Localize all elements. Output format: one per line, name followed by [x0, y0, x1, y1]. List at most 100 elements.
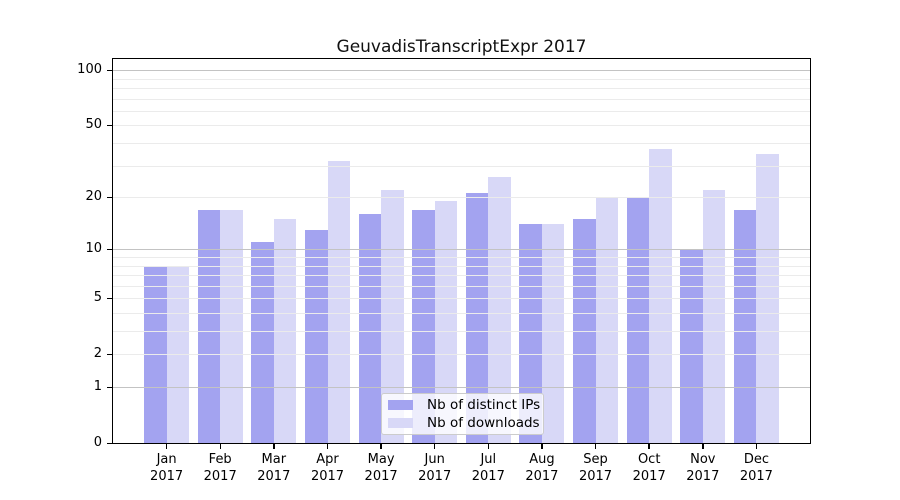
month-label: Jun	[424, 452, 445, 467]
gridline-minor-30	[113, 165, 810, 167]
gridline-minor-4	[113, 313, 810, 314]
month-label: Mar	[261, 452, 287, 467]
gridline-minor-60	[113, 110, 810, 112]
x-tick-dec	[755, 444, 758, 449]
legend: Nb of distinct IPs Nb of downloads	[381, 393, 544, 435]
x-tick-label-dec: Dec 2017	[726, 451, 786, 485]
bar-oct-downloads	[649, 149, 672, 443]
legend-swatch-ips	[388, 400, 413, 411]
gridline-minor-5	[113, 298, 810, 300]
bar-feb-downloads	[220, 209, 243, 443]
bar-apr-downloads	[327, 160, 350, 443]
gridline-major-10	[113, 249, 810, 251]
gridline-minor-7	[113, 275, 810, 276]
y-tick-0	[107, 442, 112, 444]
gridline-minor-80	[113, 88, 810, 89]
y-tick-1	[107, 386, 112, 388]
bar-sep-downloads	[595, 197, 618, 443]
bar-feb-ips	[197, 209, 221, 443]
bar-oct-ips	[626, 197, 650, 443]
x-tick-label-jul: Jul 2017	[458, 451, 518, 485]
x-tick-label-nov: Nov 2017	[673, 451, 733, 485]
x-tick-label-oct: Oct 2017	[619, 451, 679, 485]
bar-mar-ips	[251, 242, 274, 443]
year-label: 2017	[364, 469, 398, 484]
gridline-minor-70	[113, 98, 810, 100]
month-label: May	[367, 452, 395, 467]
bar-jun-ips	[412, 209, 435, 443]
x-tick-label-jun: Jun 2017	[405, 451, 465, 485]
x-tick-mar	[273, 444, 275, 449]
gridline-minor-6	[113, 285, 810, 287]
y-tick-10	[107, 248, 112, 251]
bar-dec-ips	[733, 209, 757, 443]
y-tick-100	[107, 69, 112, 72]
bar-jun-downloads	[434, 201, 458, 443]
year-label: 2017	[632, 469, 666, 484]
y-tick-label-2: 2	[93, 346, 102, 362]
month-label: Aug	[529, 452, 555, 467]
month-label: Apr	[316, 452, 339, 467]
gridline-minor-8	[113, 265, 810, 267]
x-tick-apr	[326, 444, 329, 449]
x-tick-label-jan: Jan 2017	[137, 451, 197, 485]
chart-title: GeuvadisTranscriptExpr 2017	[336, 37, 587, 57]
y-tick-label-100: 100	[77, 62, 102, 78]
bar-nov-ips	[680, 249, 703, 443]
y-tick-label-0: 0	[93, 435, 102, 450]
legend-item-distinct-ips: Nb of distinct IPs	[388, 397, 541, 414]
x-tick-nov	[702, 444, 704, 449]
gridline-minor-20	[113, 197, 810, 199]
bar-jan-ips	[144, 265, 167, 443]
legend-label-ips: Nb of distinct IPs	[427, 397, 541, 414]
gridline-minor-3	[113, 331, 810, 332]
x-tick-jan	[165, 444, 168, 449]
bar-aug-ips	[519, 224, 542, 443]
bar-jul-ips	[465, 193, 489, 443]
x-tick-label-may: May 2017	[351, 451, 411, 485]
year-label: 2017	[525, 469, 559, 484]
legend-item-downloads: Nb of downloads	[388, 414, 540, 431]
y-tick-50	[107, 124, 112, 127]
x-tick-label-aug: Aug 2017	[512, 451, 572, 485]
bar-jul-downloads	[488, 176, 511, 443]
x-tick-jun	[433, 444, 436, 449]
gridline-minor-50	[113, 125, 810, 127]
month-label: Jan	[156, 452, 177, 467]
month-label: Dec	[743, 452, 769, 467]
gridline-major-100	[113, 70, 810, 72]
month-label: Oct	[637, 452, 661, 467]
month-label: Sep	[583, 452, 608, 467]
month-label: Jul	[480, 452, 497, 467]
legend-label-downloads: Nb of downloads	[427, 414, 540, 431]
bar-dec-downloads	[756, 153, 779, 443]
year-label: 2017	[310, 469, 345, 484]
x-tick-label-apr: Apr 2017	[298, 451, 358, 485]
month-label: Nov	[690, 452, 716, 467]
x-tick-label-feb: Feb 2017	[190, 451, 250, 485]
gridline-minor-90	[113, 78, 810, 80]
x-tick-may	[380, 444, 382, 449]
bar-apr-ips	[305, 229, 328, 443]
legend-swatch-downloads	[388, 417, 413, 428]
bar-jan-downloads	[166, 265, 190, 443]
y-tick-label-5: 5	[93, 290, 102, 306]
year-label: 2017	[150, 469, 184, 484]
x-tick-jul	[487, 444, 490, 449]
y-tick-label-20: 20	[85, 189, 102, 205]
bar-may-downloads	[381, 189, 404, 443]
x-tick-label-sep: Sep 2017	[566, 451, 626, 485]
x-tick-oct	[648, 444, 650, 449]
x-tick-feb	[219, 444, 221, 449]
y-tick-label-1: 1	[93, 379, 102, 394]
bar-aug-downloads	[541, 224, 565, 443]
gridline-major-1	[113, 387, 810, 388]
y-tick-label-10: 10	[85, 241, 102, 257]
year-label: 2017	[203, 469, 237, 484]
gridline-minor-2	[113, 354, 810, 356]
y-tick-2	[107, 353, 112, 356]
x-tick-label-mar: Mar 2017	[244, 451, 304, 485]
x-tick-sep	[594, 444, 597, 449]
gridline-minor-9	[113, 257, 810, 258]
